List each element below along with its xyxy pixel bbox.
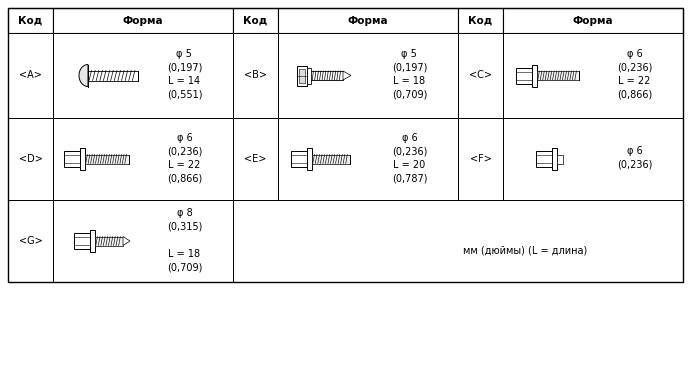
Bar [532, 65, 537, 86]
Bar [53, 33, 233, 118]
Bar [297, 66, 307, 86]
Text: Код: Код [468, 15, 493, 25]
Bar [516, 68, 532, 83]
Bar [8, 200, 53, 282]
Bar [233, 33, 278, 118]
Text: <A>: <A> [19, 70, 42, 80]
Text: <G>: <G> [19, 236, 42, 246]
Bar [307, 68, 311, 83]
Bar [64, 151, 80, 167]
Text: φ 5
(0,197)
L = 18
(0,709): φ 5 (0,197) L = 18 (0,709) [392, 49, 427, 100]
Text: φ 6
(0,236)
L = 22
(0,866): φ 6 (0,236) L = 22 (0,866) [167, 132, 202, 183]
Text: φ 6
(0,236)
L = 20
(0,787): φ 6 (0,236) L = 20 (0,787) [392, 132, 427, 183]
Text: <F>: <F> [470, 154, 491, 164]
Bar [458, 118, 503, 200]
Bar [278, 33, 458, 118]
Bar [552, 148, 557, 170]
Bar [503, 8, 683, 33]
Bar [503, 33, 683, 118]
Text: Форма: Форма [573, 15, 614, 25]
Text: Код: Код [19, 15, 43, 25]
Bar [233, 118, 278, 200]
Bar [503, 118, 683, 200]
Text: Форма: Форма [123, 15, 163, 25]
Bar [8, 8, 683, 282]
Text: Форма: Форма [348, 15, 388, 25]
Bar [8, 8, 53, 33]
Text: мм (дюймы) (L = длина): мм (дюймы) (L = длина) [464, 246, 587, 256]
Bar [233, 8, 278, 33]
Bar [80, 148, 85, 170]
Bar [557, 155, 563, 163]
Bar [53, 200, 233, 282]
Bar [88, 70, 138, 80]
Bar [233, 200, 683, 282]
Text: Код: Код [243, 15, 267, 25]
Text: φ 8
(0,315)

L = 18
(0,709): φ 8 (0,315) L = 18 (0,709) [167, 208, 202, 272]
Bar [74, 233, 90, 249]
Bar [312, 155, 350, 163]
Bar [85, 155, 129, 163]
Bar [458, 33, 503, 118]
Bar [278, 8, 458, 33]
Bar [8, 118, 53, 200]
Text: φ 6
(0,236)
L = 22
(0,866): φ 6 (0,236) L = 22 (0,866) [616, 49, 652, 100]
Bar [8, 33, 53, 118]
Bar [307, 148, 312, 170]
Bar [311, 71, 343, 80]
Text: <B>: <B> [244, 70, 267, 80]
Bar [278, 118, 458, 200]
Bar [53, 8, 233, 33]
Text: <E>: <E> [245, 154, 267, 164]
Bar [53, 118, 233, 200]
Polygon shape [123, 237, 130, 245]
Text: <D>: <D> [19, 154, 42, 164]
Bar [536, 151, 552, 167]
Text: φ 6
(0,236): φ 6 (0,236) [616, 146, 652, 170]
Text: φ 5
(0,197)
L = 14
(0,551): φ 5 (0,197) L = 14 (0,551) [167, 49, 202, 100]
Bar [90, 230, 95, 252]
Bar [291, 151, 307, 167]
Bar [458, 8, 503, 33]
Polygon shape [79, 65, 88, 86]
Bar [299, 69, 305, 83]
Bar [537, 71, 579, 80]
Polygon shape [343, 71, 351, 80]
Text: <C>: <C> [469, 70, 492, 80]
Bar [95, 237, 123, 245]
